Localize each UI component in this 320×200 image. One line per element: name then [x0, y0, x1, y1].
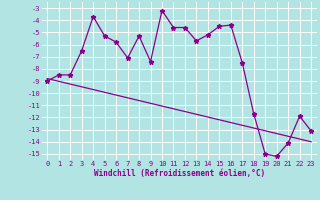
X-axis label: Windchill (Refroidissement éolien,°C): Windchill (Refroidissement éolien,°C)	[94, 169, 265, 178]
